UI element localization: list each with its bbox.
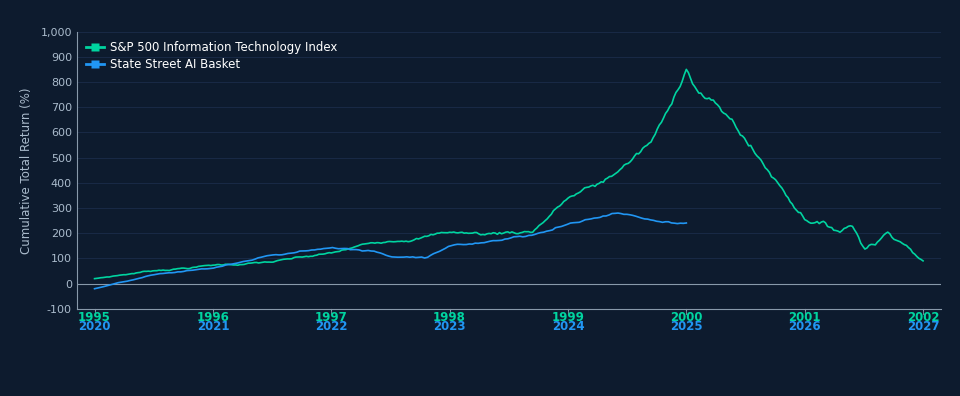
Text: 1995: 1995 [78, 311, 111, 324]
Text: 1997: 1997 [315, 311, 348, 324]
Text: 1998: 1998 [433, 311, 466, 324]
Text: 2023: 2023 [433, 320, 466, 333]
Text: 2026: 2026 [788, 320, 821, 333]
Text: 2002: 2002 [907, 311, 939, 324]
Text: 2001: 2001 [788, 311, 821, 324]
Text: 2000: 2000 [670, 311, 703, 324]
Text: 1996: 1996 [197, 311, 229, 324]
Y-axis label: Cumulative Total Return (%): Cumulative Total Return (%) [20, 87, 34, 253]
Text: 2022: 2022 [315, 320, 348, 333]
Text: 2020: 2020 [79, 320, 110, 333]
Text: 1999: 1999 [552, 311, 585, 324]
Text: 2024: 2024 [552, 320, 585, 333]
Text: 2021: 2021 [197, 320, 229, 333]
Legend: S&P 500 Information Technology Index, State Street AI Basket: S&P 500 Information Technology Index, St… [83, 38, 341, 74]
Text: 2025: 2025 [670, 320, 703, 333]
Text: 2027: 2027 [907, 320, 939, 333]
